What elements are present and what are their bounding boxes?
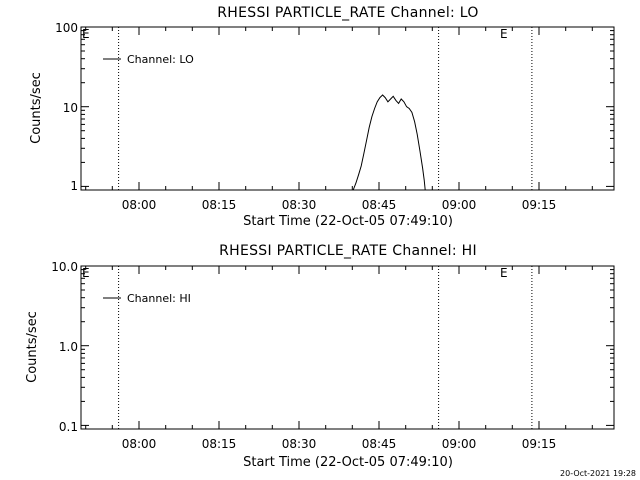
- x-axis-label-lo: Start Time (22-Oct-05 07:49:10): [243, 214, 453, 229]
- data-marks-hi: [81, 265, 614, 429]
- y-tick-label-hi-10: 10.0: [51, 260, 78, 274]
- marker-label-hi-2: E: [500, 266, 508, 280]
- marker-label-lo-0: E: [82, 27, 90, 41]
- marker-label-hi-0: E: [82, 266, 90, 280]
- y-tick-label-lo-1: 1: [70, 179, 78, 193]
- y-tick-label-hi-0.1: 0.1: [59, 420, 78, 434]
- y-axis-label-lo: Counts/sec: [29, 72, 44, 144]
- series-line: [352, 94, 426, 191]
- x-tick-label-hi-0915: 09:15: [522, 437, 557, 451]
- chart-title-hi: RHESSI PARTICLE_RATE Channel: HI: [219, 243, 477, 259]
- panel-hi: RHESSI PARTICLE_RATE Channel: HI Counts/…: [25, 243, 615, 470]
- y-axis-label-hi: Counts/sec: [25, 311, 40, 383]
- plot-frame-lo: [80, 26, 615, 191]
- panel-lo: RHESSI PARTICLE_RATE Channel: LO Counts/…: [29, 5, 615, 229]
- x-tick-label-hi-0900: 09:00: [442, 437, 477, 451]
- marker-label-lo-2: E: [500, 27, 508, 41]
- x-tick-label-lo-0815: 08:15: [202, 198, 237, 212]
- chart-title-lo: RHESSI PARTICLE_RATE Channel: LO: [217, 5, 478, 21]
- x-tick-label-lo-0900: 09:00: [442, 198, 477, 212]
- data-marks-lo: [80, 26, 614, 191]
- plot-frame-hi: [80, 265, 615, 430]
- x-tick-label-lo-0915: 09:15: [522, 198, 557, 212]
- y-tick-label-hi-1: 1.0: [59, 340, 78, 354]
- legend-label-hi: Channel: HI: [127, 292, 191, 305]
- footer-timestamp: 20-Oct-2021 19:28: [560, 469, 636, 478]
- x-tick-label-lo-0800: 08:00: [122, 198, 157, 212]
- x-axis-label-hi: Start Time (22-Oct-05 07:49:10): [243, 455, 453, 470]
- x-tick-label-hi-0845: 08:45: [362, 437, 397, 451]
- x-tick-label-hi-0830: 08:30: [282, 437, 317, 451]
- x-tick-label-lo-0830: 08:30: [282, 198, 317, 212]
- x-tick-label-lo-0845: 08:45: [362, 198, 397, 212]
- legend-label-lo: Channel: LO: [127, 53, 194, 66]
- y-tick-label-lo-100: 100: [55, 21, 78, 35]
- y-tick-label-lo-10: 10: [63, 101, 78, 115]
- x-tick-label-hi-0800: 08:00: [122, 437, 157, 451]
- x-tick-label-hi-0815: 08:15: [202, 437, 237, 451]
